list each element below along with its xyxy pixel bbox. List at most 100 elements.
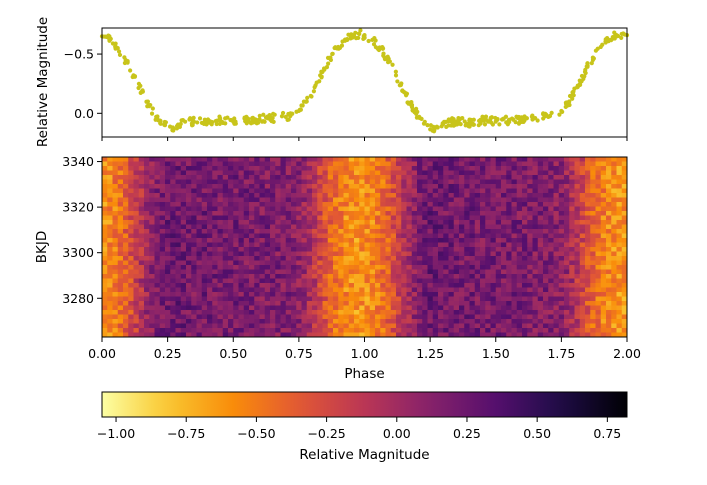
heatmap-cell [212, 157, 218, 162]
heatmap-cell [443, 292, 449, 297]
heatmap-cell [327, 260, 334, 266]
heatmap-cell [144, 310, 150, 315]
heatmap-cell [543, 274, 549, 279]
heatmap-cell [548, 157, 554, 162]
heatmap-cell [564, 296, 570, 302]
heatmap-cell [537, 296, 544, 302]
heatmap-cell [511, 224, 518, 230]
heatmap-cell [621, 278, 628, 284]
heatmap-cell [338, 220, 344, 225]
heatmap-cell [590, 197, 596, 203]
heatmap-cell [564, 323, 570, 329]
heatmap-cell [532, 197, 539, 203]
heatmap-cell [401, 332, 407, 338]
heatmap-cell [233, 166, 239, 171]
heatmap-cell [159, 242, 166, 248]
heatmap-cell [249, 287, 255, 293]
heatmap-cell [432, 323, 439, 329]
heatmap-cell [243, 269, 250, 275]
heatmap-cell [590, 170, 596, 176]
heatmap-cell [579, 314, 586, 320]
colorbar-frame [101, 391, 628, 418]
heatmap-cell [411, 157, 418, 162]
heatmap-cell [291, 332, 297, 338]
heatmap-cell [495, 170, 502, 176]
heatmap-cell [543, 332, 549, 338]
heatmap-cell [443, 332, 449, 338]
heatmap-cell [333, 310, 339, 315]
heatmap-cell [595, 328, 602, 333]
heatmap-cell [233, 215, 239, 221]
heatmap-cell [422, 161, 428, 167]
heatmap-cell [196, 179, 203, 185]
heatmap-cell [243, 332, 250, 338]
heatmap-cell [249, 215, 255, 221]
heatmap-cell [443, 283, 449, 288]
heatmap-cell [564, 278, 570, 284]
lightcurve-point [294, 109, 299, 114]
heatmap-cell [338, 224, 344, 230]
heatmap-cell [196, 224, 203, 230]
heatmap-cell [537, 256, 544, 261]
heatmap-cell [212, 224, 218, 230]
heatmap-cell [375, 251, 381, 257]
heatmap-cell [569, 314, 575, 320]
heatmap-cell [133, 184, 140, 189]
heatmap-cell [564, 310, 570, 315]
heatmap-cell [564, 269, 570, 275]
heatmap-cell [411, 274, 418, 279]
heatmap-cell [380, 238, 386, 243]
heatmap-cell [595, 305, 602, 311]
heatmap-cell [574, 224, 581, 230]
heatmap-cell [133, 202, 140, 207]
heatmap-cell [107, 283, 113, 288]
heatmap-cell [611, 211, 617, 216]
heatmap-cell [574, 188, 581, 194]
lightcurve-point [340, 39, 345, 44]
heatmap-cell [117, 296, 124, 302]
heatmap-cell [385, 251, 392, 257]
heatmap-cell [390, 242, 397, 248]
heatmap-cell [438, 260, 444, 266]
heatmap-cell [611, 188, 617, 194]
heatmap-cell [621, 269, 628, 275]
heatmap-cell [585, 256, 591, 261]
heatmap-cell [201, 166, 208, 171]
heatmap-cell [621, 220, 628, 225]
heatmap-cell [506, 242, 512, 248]
heatmap-cell [201, 206, 208, 212]
heatmap-cell [138, 161, 145, 167]
heatmap-cell [138, 265, 145, 270]
heatmap-cell [196, 292, 203, 297]
heatmap-cell [165, 193, 171, 198]
heatmap-cell [569, 256, 575, 261]
heatmap-cell [364, 157, 371, 162]
heatmap-cell [417, 332, 423, 338]
heatmap-cell [417, 206, 423, 212]
heatmap-cell [196, 283, 203, 288]
heatmap-cell [312, 278, 318, 284]
heatmap-cell [317, 175, 323, 180]
heatmap-cell [233, 224, 239, 230]
heatmap-cell [616, 323, 623, 329]
heatmap-cell [474, 287, 481, 293]
heatmap-cell [243, 292, 250, 297]
heatmap-cell [564, 166, 570, 171]
heatmap-cell [532, 296, 539, 302]
heatmap-cell [390, 238, 397, 243]
heatmap-cell [333, 193, 339, 198]
heatmap-cell [264, 175, 271, 180]
heatmap-cell [254, 197, 260, 203]
heatmap-cell [480, 287, 486, 293]
heatmap-cell [180, 251, 187, 257]
heatmap-cell [123, 184, 129, 189]
heatmap-cell [270, 184, 276, 189]
heatmap-cell [401, 269, 407, 275]
heatmap-cell [123, 211, 129, 216]
heatmap-cell [159, 283, 166, 288]
heatmap-cell [312, 292, 318, 297]
heatmap-cell [280, 296, 287, 302]
heatmap-cell [180, 215, 187, 221]
heatmap-cell [312, 256, 318, 261]
